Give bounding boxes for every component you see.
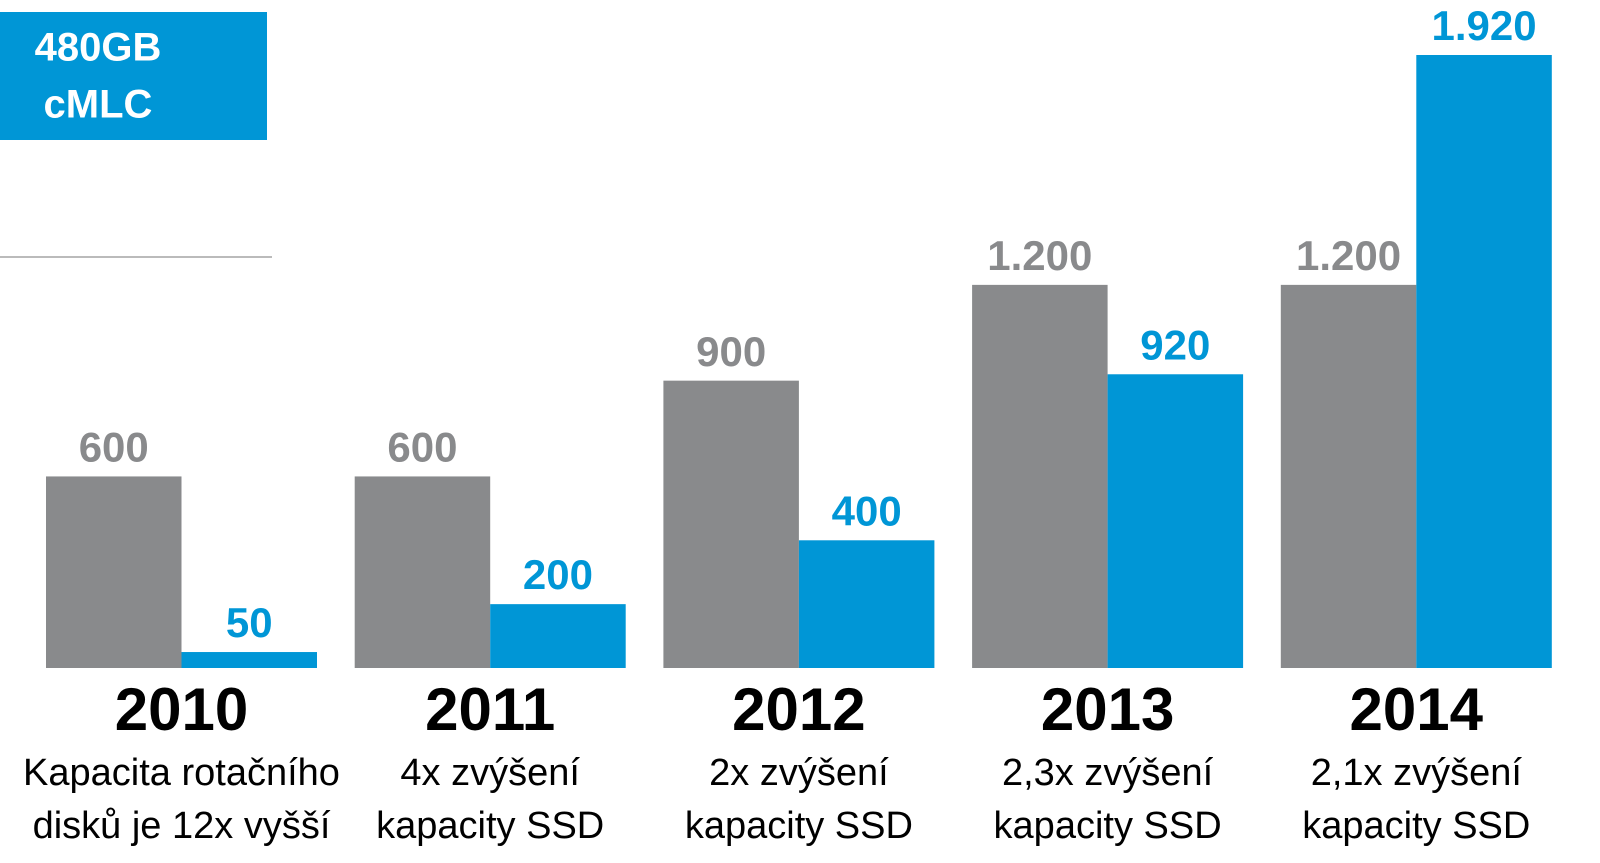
value-label: 1.920 [1431,2,1536,49]
value-label: 900 [696,328,766,375]
value-label: 600 [387,424,457,471]
bar [972,284,1108,668]
value-label: 600 [79,424,149,471]
category-note: disků je 12x vyšší [33,805,331,847]
value-label: 1.200 [1296,232,1401,279]
bar [1280,284,1417,668]
value-label: 200 [523,551,593,598]
bar [1416,55,1552,668]
bar [181,652,317,668]
category-label: 2012 [732,676,865,743]
category-note: kapacity SSD [685,805,913,847]
bar [663,380,799,668]
bar [46,476,182,668]
bar [798,540,935,668]
annotation-box [0,12,267,140]
bar [490,604,626,668]
category-label: 2011 [425,676,555,743]
category-label: 2013 [1041,676,1174,743]
category-note: 2x zvýšení [709,752,889,794]
category-note: 4x zvýšení [400,752,580,794]
category-note: kapacity SSD [1302,805,1530,847]
category-label: 2014 [1350,676,1484,743]
bar [1107,374,1244,668]
category-note: 2,1x zvýšení [1311,752,1523,794]
bar [354,476,491,668]
value-label: 50 [226,599,273,646]
value-label: 920 [1140,321,1210,368]
category-label: 2010 [115,676,248,743]
value-label: 1.200 [987,232,1092,279]
annotation: cMLC [44,83,153,127]
category-note: Kapacita rotačního [23,752,340,794]
category-note: 2,3x zvýšení [1002,752,1214,794]
annotation: 480GB [35,26,162,70]
category-note: kapacity SSD [376,805,604,847]
category-note: kapacity SSD [994,805,1222,847]
value-label: 400 [832,487,902,534]
